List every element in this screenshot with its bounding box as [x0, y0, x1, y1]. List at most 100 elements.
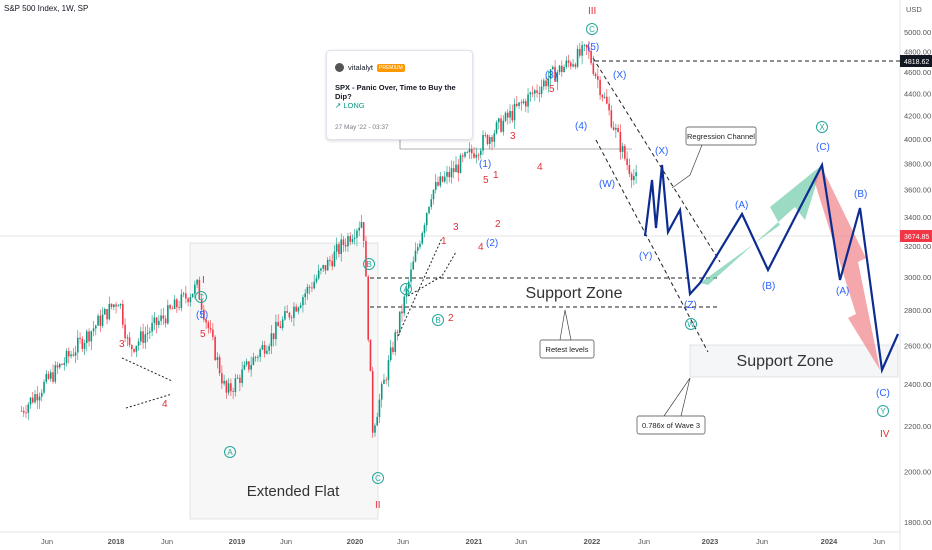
candle-body: [509, 111, 511, 118]
idea-card[interactable]: vitalalyt PREMIUM SPX - Panic Over, Time…: [326, 50, 473, 140]
triangle-upper: [121, 357, 173, 382]
candle-body: [56, 365, 59, 368]
retest-callout-line: [559, 309, 572, 341]
candle-body: [198, 279, 201, 300]
candle-body: [106, 309, 108, 320]
candle-body: [579, 48, 581, 56]
candle-body: [209, 328, 212, 330]
avatar: [335, 63, 344, 72]
candle-body: [572, 64, 574, 67]
candle-body: [76, 337, 79, 353]
wave-pX-label-a: (X): [613, 70, 626, 81]
candle-body: [232, 391, 234, 392]
price-tick-label: 2600.00: [904, 342, 931, 351]
candle-body: [425, 213, 428, 226]
candle-body: [185, 293, 187, 299]
candle-body: [142, 331, 144, 343]
candle-body: [250, 364, 252, 370]
candle-body: [110, 303, 113, 308]
candle-body: [81, 338, 84, 349]
abc-dotted-1: [397, 237, 443, 337]
candle-body: [347, 236, 349, 247]
channel-lower-line: [595, 139, 709, 353]
candle-body: [626, 158, 628, 165]
wave-pA-label-a: (A): [735, 200, 748, 211]
candle-body: [97, 315, 99, 326]
candle-body: [227, 383, 230, 393]
triangle-lower: [125, 393, 173, 409]
wave-pW-label: (W): [599, 179, 615, 190]
candle-body: [302, 297, 304, 306]
candle-body: [119, 303, 122, 306]
price-tick-label: 3000.00: [904, 273, 931, 282]
price-tick-label: 1800.00: [904, 518, 931, 527]
candle-body: [45, 373, 48, 382]
candles-group: [20, 41, 637, 439]
price-axis[interactable]: 5000.00 4800.00 4600.00 4400.00 4200.00 4000.…: [904, 28, 931, 527]
candle-body: [149, 331, 151, 333]
price-tick-label: 3400.00: [904, 213, 931, 222]
candle-body: [549, 69, 552, 79]
candle-body: [43, 381, 45, 393]
candle-body: [360, 222, 363, 228]
candle-body: [160, 315, 162, 321]
time-axis[interactable]: Jun 2018 Jun 2019 Jun 2020 Jun 2021 Jun 2022 Jun 20…: [41, 537, 885, 546]
candle-body: [405, 288, 408, 297]
wave-3-label-a: 3: [119, 339, 125, 350]
candle-body: [428, 206, 430, 214]
svg-text:C: C: [589, 25, 595, 34]
candle-body: [31, 397, 34, 403]
candle-body: [88, 331, 90, 342]
idea-author[interactable]: vitalalyt: [348, 63, 374, 72]
candle-body: [40, 392, 43, 397]
candle-body: [288, 312, 291, 318]
candle-body: [131, 344, 133, 350]
idea-date: 27 May '22 - 03:37: [335, 124, 389, 131]
idea-title[interactable]: SPX - Panic Over, Time to Buy the Dip?: [335, 83, 456, 101]
candle-body: [74, 352, 77, 356]
candle-body: [412, 261, 415, 270]
candle-body: [531, 92, 534, 94]
candle-body: [216, 357, 219, 361]
wave-pZ-label: (Z): [684, 300, 697, 311]
candle-body: [34, 394, 36, 403]
candle-body: [306, 286, 309, 294]
candle-body: [491, 137, 493, 142]
wave-pA-label-b: (A): [836, 286, 849, 297]
candle-body: [522, 101, 525, 104]
candle-body: [369, 339, 372, 372]
candle-body: [117, 305, 120, 307]
svg-text:A: A: [227, 448, 233, 457]
candle-body: [108, 303, 111, 320]
candle-body: [126, 337, 129, 339]
time-tick-label: Jun: [515, 537, 527, 546]
candle-body: [610, 110, 613, 128]
candle-body: [196, 279, 198, 285]
candle-body: [608, 103, 610, 111]
extended-flat-label: Extended Flat: [247, 483, 340, 500]
fib-box: [636, 415, 706, 435]
candle-body: [200, 299, 203, 310]
circle-B-label-b: B: [432, 314, 444, 326]
candle-body: [410, 269, 412, 282]
svg-text:B: B: [435, 316, 440, 325]
candle-body: [543, 80, 545, 87]
wave-3-label-b: 3: [453, 222, 459, 233]
candle-body: [500, 118, 502, 132]
candle-body: [22, 410, 25, 413]
candle-body: [374, 425, 376, 433]
candle-body: [133, 349, 135, 352]
candle-body: [261, 345, 264, 350]
wave-IV-label: IV: [880, 429, 890, 440]
candle-body: [333, 251, 336, 267]
currency-label: USD: [906, 5, 922, 14]
candle-body: [221, 373, 223, 384]
candle-body: [597, 76, 599, 80]
candle-body: [576, 48, 579, 67]
candle-body: [396, 332, 399, 333]
wave-II-label: II: [375, 500, 381, 511]
candle-body: [169, 305, 171, 309]
candle-body: [615, 127, 617, 130]
candle-body: [592, 63, 595, 74]
